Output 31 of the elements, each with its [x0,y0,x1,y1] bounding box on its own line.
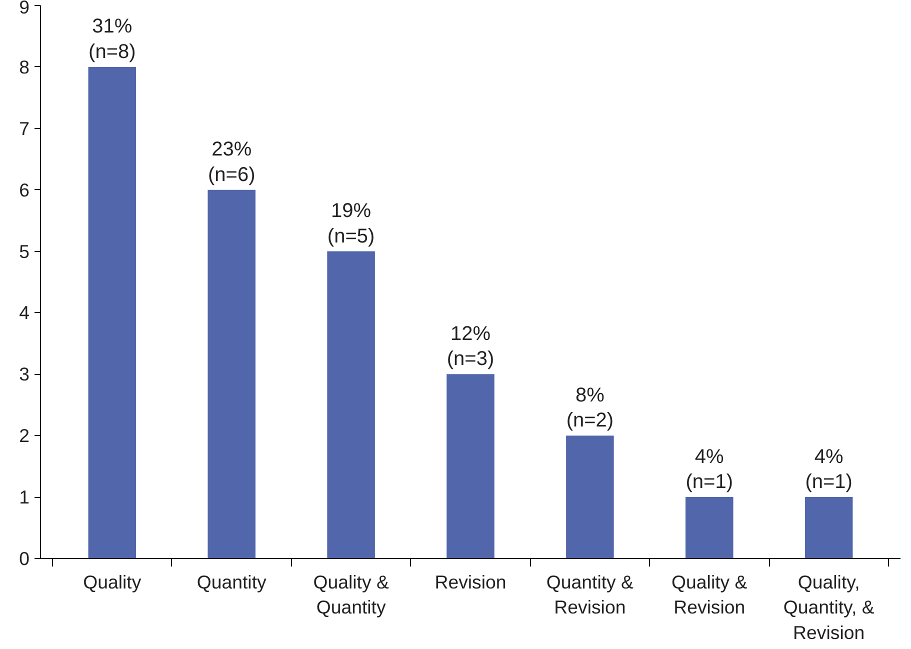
y-tick-label: 1 [19,486,30,508]
y-tick-label: 9 [19,0,30,18]
y-tick-label: 4 [19,302,30,324]
x-tick-label: Quality, Quantity, & Revision [783,572,875,643]
x-tick-label: Quality [83,572,142,592]
bar [88,66,136,558]
bar [566,436,614,558]
x-tick-label: Revision [434,572,506,592]
y-tick-label: 3 [19,364,30,385]
data-label: 4% (n=1) [686,446,734,494]
x-tick-label: Quantity & Revision [546,572,634,618]
y-tick-label: 8 [19,56,30,78]
data-label: 19% (n=5) [327,200,375,248]
bar [327,251,375,558]
bar [804,497,853,558]
data-label: 4% (n=1) [805,446,852,494]
x-tick-label: Quality & Revision [672,572,748,618]
data-label: 8% (n=2) [566,384,614,432]
bar [686,497,734,558]
x-tick-label: Quantity [196,572,268,592]
y-tick-label: 5 [19,240,30,262]
data-label: 23% (n=6) [208,138,256,186]
x-tick-label: Quality & Quantity [313,572,390,618]
y-tick-label: 2 [19,425,30,446]
y-tick-label: 7 [19,118,30,139]
bar [446,374,494,558]
y-tick-label: 0 [19,548,30,569]
y-tick-label: 6 [19,179,30,200]
bar [208,190,256,558]
data-label: 31% (n=8) [88,16,136,63]
data-label: 12% (n=3) [446,322,494,370]
